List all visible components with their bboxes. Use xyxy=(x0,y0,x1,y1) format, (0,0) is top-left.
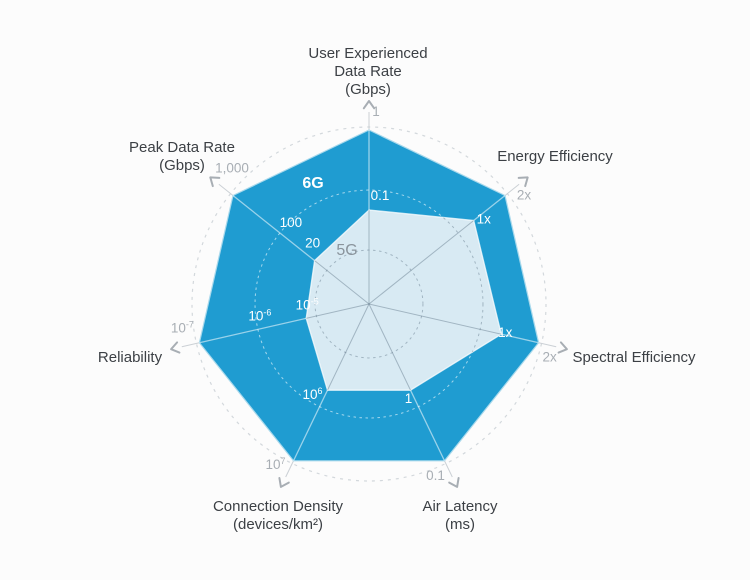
inner-ring-gray-1 xyxy=(306,210,484,391)
axis-spoke-gray-reliability xyxy=(306,303,370,344)
axis-spoke-gray-peak-data-rate xyxy=(306,210,370,305)
tick-label-peak-data-rate-1: 100 xyxy=(280,215,303,230)
tick-label-spectral-efficiency-1: 1x xyxy=(498,325,513,340)
tick-label-connection-density-1: 106 xyxy=(302,386,322,402)
tick-label-air-latency-0: 0.1 xyxy=(426,468,445,483)
series-label-6g: 6G xyxy=(302,175,323,192)
tick-label-spectral-efficiency-0: 2x xyxy=(542,350,557,365)
tick-label-air-latency-1: 1 xyxy=(405,391,413,406)
axis-title-user-experienced-data-rate-line-2: (Gbps) xyxy=(345,81,391,98)
tick-label-connection-density-0: 107 xyxy=(265,456,285,472)
tick-label-energy-efficiency-0: 2x xyxy=(517,188,532,203)
axis-title-air-latency-line-0: Air Latency xyxy=(422,498,498,515)
tick-label-peak-data-rate-2: 20 xyxy=(305,236,320,251)
tick-label-reliability-2: 10-5 xyxy=(296,296,319,312)
axis-arrow-icon-reliability xyxy=(170,341,181,354)
axis-arrow-icon-spectral-efficiency xyxy=(557,341,568,354)
tick-label-energy-efficiency-1: 1x xyxy=(477,212,492,227)
axis-title-connection-density-line-0: Connection Density xyxy=(213,498,344,515)
inner-ring-gray-0 xyxy=(314,249,424,359)
tick-label-user-experienced-data-rate-1: 0.1 xyxy=(371,188,390,203)
axis-spoke-gray-spectral-efficiency xyxy=(368,303,502,344)
axis-title-peak-data-rate-line-0: Peak Data Rate xyxy=(129,139,235,156)
tick-label-reliability-1: 10-6 xyxy=(248,307,271,323)
axis-title-air-latency-line-1: (ms) xyxy=(445,516,475,533)
axis-title-spectral-efficiency-line-0: Spectral Efficiency xyxy=(572,349,696,366)
series-polygon-5g xyxy=(305,209,503,391)
axis-title-peak-data-rate-line-1: (Gbps) xyxy=(159,157,205,174)
axis-spoke-gray-connection-density xyxy=(306,303,370,391)
axis-title-connection-density-line-1: (devices/km²) xyxy=(233,516,323,533)
axis-title-reliability-line-0: Reliability xyxy=(98,349,163,366)
series-label-5g: 5G xyxy=(336,242,357,259)
axis-arrow-icon-connection-density xyxy=(278,477,290,488)
axis-arrow-icon-energy-efficiency xyxy=(517,176,529,188)
tick-label-peak-data-rate-0: 1,000 xyxy=(215,161,249,176)
axis-title-energy-efficiency-line-0: Energy Efficiency xyxy=(497,148,613,165)
tick-label-reliability-0: 10-7 xyxy=(171,320,194,336)
tick-label-user-experienced-data-rate-0: 1 xyxy=(372,104,380,119)
axis-arrow-icon-peak-data-rate xyxy=(209,176,221,188)
axis-title-user-experienced-data-rate-line-0: User Experienced xyxy=(308,45,427,62)
axis-title-user-experienced-data-rate-line-1: Data Rate xyxy=(334,63,402,80)
axis-arrow-icon-user-experienced-data-rate xyxy=(362,100,376,110)
axis-spoke-gray-air-latency xyxy=(368,303,445,391)
axis-arrow-icon-air-latency xyxy=(448,477,460,488)
